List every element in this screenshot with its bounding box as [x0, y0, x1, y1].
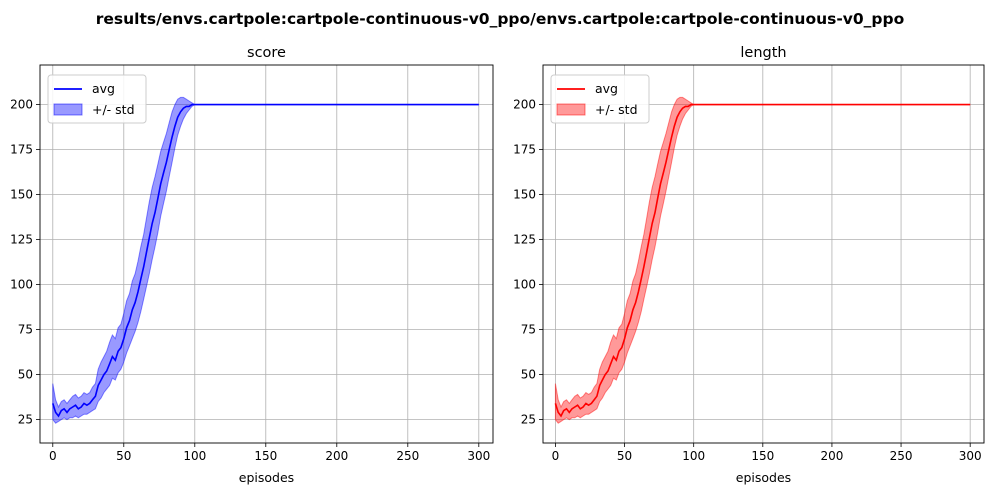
chart-0-ytick-label: 50 [18, 368, 33, 382]
chart-0-ytick-label: 75 [18, 323, 33, 337]
chart-0-title: score [247, 45, 286, 61]
chart-1-ytick-label: 75 [521, 323, 536, 337]
chart-0-ytick-label: 125 [10, 233, 33, 247]
chart-0-xtick-label: 200 [325, 449, 348, 463]
chart-1-frame [542, 64, 985, 444]
chart-score: 0 50 100 150 200 250 300 25 50 75 100 125 150 175 200 s… [10, 45, 494, 485]
chart-0-xtick-label: 50 [116, 449, 131, 463]
chart-1-legend-band-swatch [556, 103, 586, 116]
chart-1-xtick-label: 50 [617, 449, 632, 463]
chart-1-xtick-label: 200 [820, 449, 843, 463]
chart-1-title: length [740, 45, 786, 61]
chart-1-ytick-label: 100 [513, 278, 536, 292]
chart-0-legend-label: +/- std [92, 102, 135, 117]
chart-0-ytick-label: 200 [10, 98, 33, 112]
chart-length: 0 50 100 150 200 250 300 25 50 75 100 125 150 175 200 l… [513, 45, 985, 485]
chart-0-ytick-label: 150 [10, 188, 33, 202]
chart-1-ytick-label: 25 [521, 413, 536, 427]
chart-0-ytick-label: 175 [10, 143, 33, 157]
chart-1-ytick-label: 175 [513, 143, 536, 157]
chart-1-legend-label: +/- std [595, 102, 638, 117]
chart-1-xtick-label: 250 [890, 449, 913, 463]
chart-0-xtick-label: 300 [467, 449, 490, 463]
chart-0-legend-box [47, 74, 147, 124]
chart-1-ytick-label: 150 [513, 188, 536, 202]
chart-0-legend-label: avg [92, 81, 115, 96]
chart-0-legend-band-swatch [53, 103, 83, 116]
chart-1-legend-box [550, 74, 650, 124]
chart-1-ytick-label: 125 [513, 233, 536, 247]
chart-0-ytick-label: 100 [10, 278, 33, 292]
chart-1-xtick-label: 300 [959, 449, 982, 463]
chart-0-avg-line [52, 103, 479, 418]
chart-0-xlabel: episodes [239, 470, 294, 485]
chart-1-xlabel: episodes [736, 470, 791, 485]
chart-0-frame [39, 64, 494, 444]
chart-1-xtick-label: 150 [751, 449, 774, 463]
chart-1-avg-line [554, 103, 971, 418]
chart-0-xtick-label: 100 [183, 449, 206, 463]
chart-1-ytick-label: 50 [521, 368, 536, 382]
chart-1-xtick-label: 100 [682, 449, 705, 463]
chart-0-xtick-label: 150 [254, 449, 277, 463]
chart-0-xtick-label: 0 [49, 449, 57, 463]
chart-1-legend-label: avg [595, 81, 618, 96]
figure-suptitle: results/envs.cartpole:cartpole-continuou… [96, 10, 905, 28]
chart-1-ytick-label: 200 [513, 98, 536, 112]
chart-0-xtick-label: 250 [396, 449, 419, 463]
chart-1-xtick-label: 0 [552, 449, 560, 463]
chart-0-ytick-label: 25 [18, 413, 33, 427]
